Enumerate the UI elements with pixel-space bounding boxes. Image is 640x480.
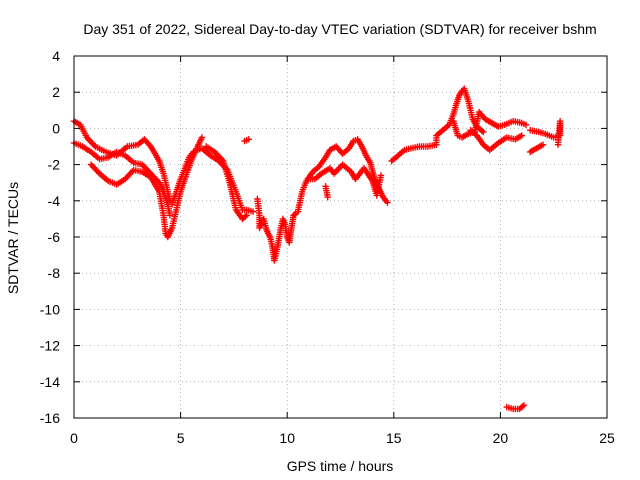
data-marks	[70, 85, 564, 413]
x-tick-label: 5	[177, 430, 185, 446]
y-tick-label: -6	[48, 229, 61, 245]
x-tick-label: 15	[386, 430, 402, 446]
series-trace-h	[294, 136, 391, 215]
plot-frame	[73, 55, 608, 419]
data-point	[480, 128, 487, 136]
x-tick-label: 25	[599, 430, 615, 446]
series-trace-k	[388, 85, 487, 165]
data-point	[249, 208, 257, 215]
series-trace-l	[450, 108, 530, 141]
x-tick-label: 10	[279, 430, 295, 446]
series-trace-f	[241, 136, 252, 145]
y-tick-label: -10	[40, 301, 60, 317]
y-tick-label: -2	[48, 157, 61, 173]
data-point	[522, 121, 530, 128]
series-trace-n	[527, 118, 564, 148]
series-trace-i	[305, 161, 385, 199]
data-point	[243, 212, 250, 219]
data-point	[554, 141, 562, 148]
y-tick-label: 4	[52, 48, 60, 64]
series-trace-b	[70, 139, 174, 219]
y-tick-label: 2	[52, 84, 60, 100]
y-tick-label: -4	[48, 193, 61, 209]
y-tick-label: -16	[40, 410, 60, 426]
x-tick-label: 20	[493, 430, 509, 446]
data-point	[539, 141, 547, 148]
data-point	[245, 136, 252, 143]
chart-title: Day 351 of 2022, Sidereal Day-to-day VTE…	[83, 21, 596, 37]
data-point	[166, 212, 174, 219]
data-point	[377, 172, 385, 179]
data-point	[384, 199, 391, 206]
y-tick-label: -14	[40, 374, 60, 390]
series-trace-d	[168, 145, 257, 215]
axis-ticks: 0 5 10 15 20 25 -16 -14 -12 -10 -8 -6 -4 -2 0 2 4	[40, 48, 615, 446]
data-point	[324, 194, 331, 201]
x-tick-label: 0	[70, 430, 78, 446]
series-trace-j	[322, 183, 331, 201]
y-axis-label: SDTVAR / TECUs	[5, 182, 21, 294]
data-point	[520, 402, 528, 409]
series-trace-e	[203, 143, 250, 223]
series-trace-o	[527, 141, 547, 156]
y-tick-label: -12	[40, 338, 60, 354]
y-tick-label: -8	[48, 265, 61, 281]
grid	[74, 56, 607, 418]
series-trace-a	[70, 118, 174, 204]
series-trace-p	[503, 402, 528, 413]
data-point	[198, 134, 206, 141]
x-axis-label: GPS time / hours	[287, 458, 394, 474]
series-trace-g	[254, 195, 299, 264]
series-trace-m	[467, 127, 525, 154]
data-point	[242, 213, 249, 220]
data-point	[518, 132, 525, 139]
y-tick-label: 0	[52, 120, 60, 136]
